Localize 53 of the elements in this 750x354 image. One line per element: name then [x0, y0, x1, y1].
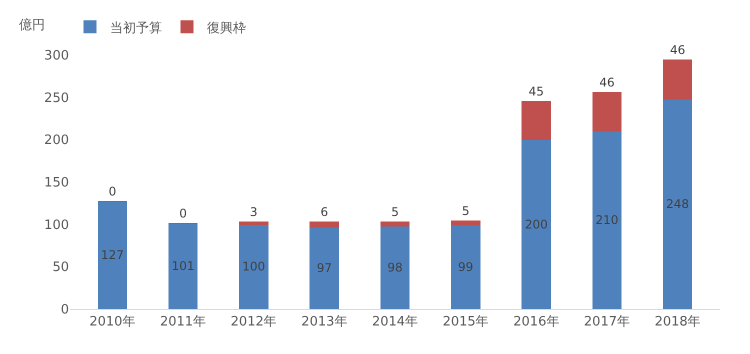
data-label: 5 [391, 204, 399, 219]
data-label: 5 [462, 204, 470, 218]
bar [451, 220, 480, 226]
bar [380, 221, 410, 227]
bar [451, 224, 480, 309]
legend-label: 復興枠 [207, 20, 246, 36]
data-label: 46 [599, 75, 615, 90]
y-tick-label: 50 [52, 260, 69, 276]
bar [662, 98, 692, 309]
bar [522, 101, 551, 140]
y-tick-label: 100 [44, 218, 69, 233]
data-label: 98 [387, 260, 403, 275]
data-label: 97 [316, 260, 332, 275]
x-tick-label: 2013年 [301, 314, 348, 330]
bar [168, 222, 198, 309]
bar [310, 221, 339, 228]
bar [239, 221, 268, 225]
data-label: 100 [242, 260, 266, 274]
x-tick-label: 2016年 [513, 314, 560, 330]
y-tick-label: 250 [44, 90, 69, 106]
x-tick-label: 2018年 [654, 314, 701, 330]
bar [380, 226, 410, 309]
data-label: 210 [596, 213, 618, 228]
data-label: 3 [250, 204, 258, 219]
data-label: 0 [179, 206, 187, 220]
y-tick-label: 200 [44, 133, 69, 148]
y-tick-label: 150 [44, 176, 69, 191]
data-label: 101 [172, 259, 194, 274]
data-label: 46 [670, 43, 686, 58]
bar [522, 139, 551, 309]
bar [592, 92, 622, 132]
y-tick-label: 0 [60, 302, 69, 318]
data-label: 45 [528, 84, 544, 99]
x-tick-label: 2010年 [89, 314, 136, 330]
data-label: 0 [108, 184, 116, 198]
y-axis-title: 億円 [19, 18, 45, 33]
x-tick-label: 2011年 [160, 314, 206, 330]
bar [662, 60, 692, 100]
legend-label: 当初予算 [110, 20, 162, 36]
x-tick-label: 2012年 [230, 314, 277, 330]
x-tick-label: 2015年 [442, 314, 489, 330]
y-tick-label: 300 [44, 48, 69, 64]
bar [239, 224, 268, 309]
bar [592, 130, 622, 309]
x-tick-label: 2017年 [584, 314, 630, 330]
data-label: 99 [458, 260, 474, 274]
data-label: 248 [666, 197, 690, 212]
bar [98, 200, 128, 309]
bar [310, 226, 339, 309]
x-tick-label: 2014年 [372, 314, 418, 330]
data-label: 127 [100, 248, 124, 262]
data-label: 200 [524, 217, 548, 232]
data-label: 6 [320, 204, 328, 219]
